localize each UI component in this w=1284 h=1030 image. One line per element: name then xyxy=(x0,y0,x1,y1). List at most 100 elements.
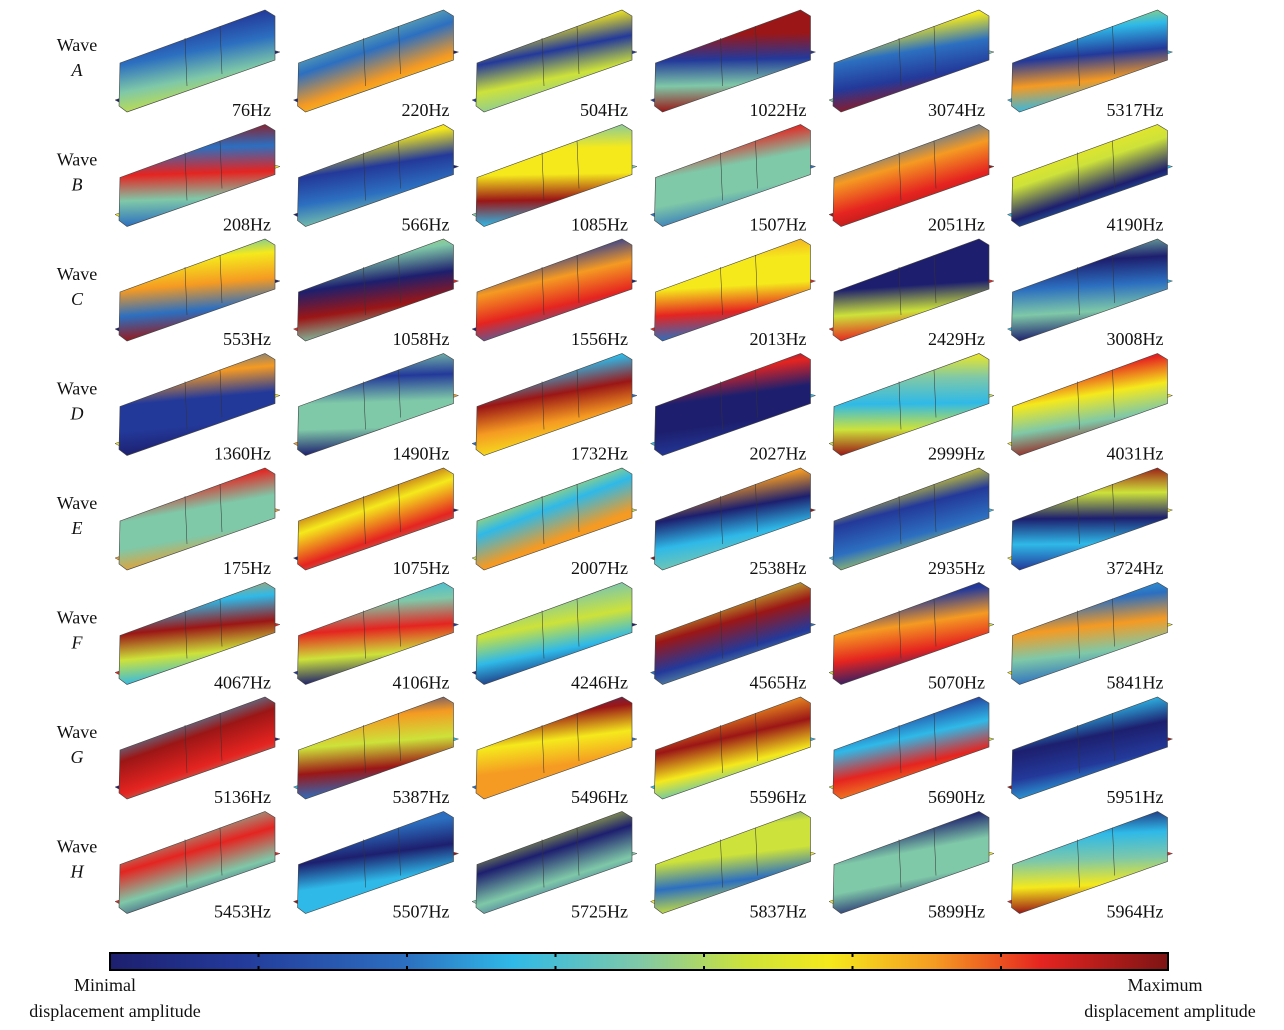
wave-row: WaveB208Hz566Hz1085Hz1507Hz2051Hz4190Hz xyxy=(57,125,1173,235)
frequency: 1556Hz xyxy=(571,329,628,349)
frequency: 5951Hz xyxy=(1107,787,1164,807)
rail-body xyxy=(119,239,275,341)
rail-body xyxy=(298,812,454,914)
frequency: 2051Hz xyxy=(928,215,985,235)
frequency: 76Hz xyxy=(232,100,271,120)
frequency: 1490Hz xyxy=(393,444,450,464)
frequency: 5507Hz xyxy=(393,902,450,922)
rail-body xyxy=(655,583,811,685)
wave-label: Wave xyxy=(57,837,98,857)
frequency: 4106Hz xyxy=(393,673,450,693)
frequency: 1732Hz xyxy=(571,444,628,464)
rail-body xyxy=(1012,239,1168,341)
frequency: 2007Hz xyxy=(571,558,628,578)
frequency: 3724Hz xyxy=(1107,558,1164,578)
rail-body xyxy=(1012,812,1168,914)
wave-label: Wave xyxy=(57,150,98,170)
frequency: 5841Hz xyxy=(1107,673,1164,693)
rail-body xyxy=(833,10,989,112)
wave-letter: F xyxy=(71,633,84,653)
frequency: 2013Hz xyxy=(750,329,807,349)
wave-row: WaveF4067Hz4106Hz4246Hz4565Hz5070Hz5841H… xyxy=(57,583,1173,693)
frequency: 5070Hz xyxy=(928,673,985,693)
rail-body xyxy=(298,583,454,685)
frequency: 4246Hz xyxy=(571,673,628,693)
max-label: Maximum xyxy=(1128,975,1203,995)
frequency: 5317Hz xyxy=(1107,100,1164,120)
frequency: 5496Hz xyxy=(571,787,628,807)
frequency: 1075Hz xyxy=(393,558,450,578)
wave-row: WaveH5453Hz5507Hz5725Hz5837Hz5899Hz5964H… xyxy=(57,812,1173,922)
rail-body xyxy=(1012,468,1168,570)
frequency: 2999Hz xyxy=(928,444,985,464)
rail-body xyxy=(119,697,275,799)
rail-body xyxy=(298,125,454,227)
frequency: 504Hz xyxy=(580,100,628,120)
rail-body xyxy=(119,125,275,227)
rail-body xyxy=(655,354,811,456)
frequency: 220Hz xyxy=(402,100,450,120)
rail-body xyxy=(833,239,989,341)
rail-body xyxy=(655,239,811,341)
wave-letter: D xyxy=(70,404,84,424)
rail-body xyxy=(476,125,632,227)
frequency: 175Hz xyxy=(223,558,271,578)
max-label: displacement amplitude xyxy=(1084,1001,1255,1021)
rail-body xyxy=(1012,10,1168,112)
frequency: 553Hz xyxy=(223,329,271,349)
wave-label: Wave xyxy=(57,493,98,513)
wave-letter: G xyxy=(71,747,84,767)
rail-body xyxy=(1012,354,1168,456)
rail-body xyxy=(655,10,811,112)
frequency: 5453Hz xyxy=(214,902,271,922)
wave-letter: B xyxy=(72,175,83,195)
figure: Minimal displacement amplitude Maximum d… xyxy=(0,0,1284,1030)
rail-body xyxy=(298,697,454,799)
frequency: 2538Hz xyxy=(750,558,807,578)
rail-body xyxy=(476,239,632,341)
rail-body xyxy=(119,354,275,456)
wave-row: Wave D 1360Hz 1490Hz 1732Hz 2027Hz 2999Hz 4031H… xyxy=(57,354,1173,464)
rail-body xyxy=(476,468,632,570)
rail-body xyxy=(833,354,989,456)
frequency: 2935Hz xyxy=(928,558,985,578)
rail-body xyxy=(655,125,811,227)
rail-body xyxy=(833,697,989,799)
frequency: 1085Hz xyxy=(571,215,628,235)
rail-body xyxy=(833,125,989,227)
rail-body xyxy=(119,583,275,685)
rail-body xyxy=(298,10,454,112)
colorbar xyxy=(110,953,1168,970)
frequency: 5690Hz xyxy=(928,787,985,807)
wave-label: Wave xyxy=(57,379,98,399)
rail-body xyxy=(655,468,811,570)
wave-letter: C xyxy=(71,289,84,309)
rail-body xyxy=(476,354,632,456)
frequency: 4565Hz xyxy=(750,673,807,693)
rail-body xyxy=(119,812,275,914)
rail-body xyxy=(298,468,454,570)
rail-body xyxy=(1012,697,1168,799)
rail-body xyxy=(476,10,632,112)
frequency: 1360Hz xyxy=(214,444,271,464)
frequency: 5837Hz xyxy=(750,902,807,922)
wave-letter: H xyxy=(70,862,85,882)
frequency: 4031Hz xyxy=(1107,444,1164,464)
wave-label: Wave xyxy=(57,264,98,284)
rail-body xyxy=(476,583,632,685)
rail-body xyxy=(476,697,632,799)
rail-body xyxy=(298,354,454,456)
frequency: 5964Hz xyxy=(1107,902,1164,922)
wave-label: Wave xyxy=(57,608,98,628)
wave-label: Wave xyxy=(57,35,98,55)
rail-body xyxy=(476,812,632,914)
frequency: 4190Hz xyxy=(1107,215,1164,235)
rail-body xyxy=(119,468,275,570)
frequency: 1058Hz xyxy=(393,329,450,349)
rail-body xyxy=(119,10,275,112)
frequency: 2027Hz xyxy=(750,444,807,464)
wave-row: WaveC553Hz1058Hz1556Hz2013Hz2429Hz3008Hz xyxy=(57,239,1173,349)
rail-body xyxy=(1012,125,1168,227)
frequency: 5725Hz xyxy=(571,902,628,922)
